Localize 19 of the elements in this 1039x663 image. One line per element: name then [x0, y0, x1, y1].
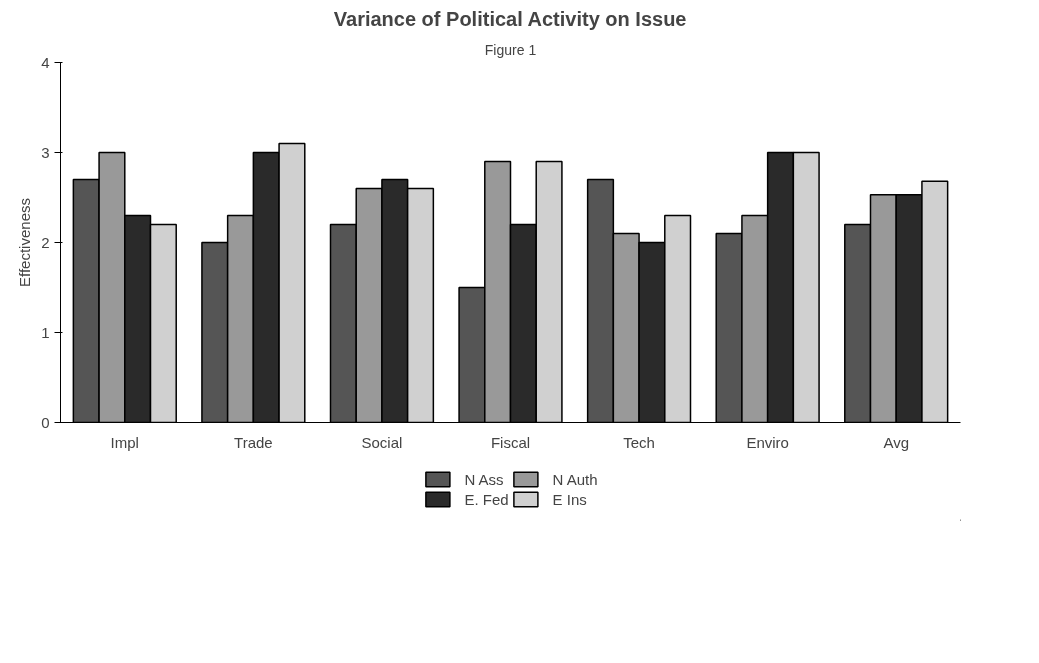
legend-label: N Auth [552, 470, 598, 488]
legend-label: N Ass [464, 470, 504, 488]
y-tick-label: 4 [41, 53, 50, 71]
chart-subtitle: Figure 1 [484, 41, 537, 58]
y-tick-label: 2 [41, 233, 50, 251]
y-tick-label: 0 [41, 413, 50, 431]
legend-label: E. Fed [464, 490, 509, 508]
legend-label: E Ins [552, 490, 587, 508]
x-tick-label: Tech [623, 433, 655, 451]
x-tick-label: Impl [110, 433, 139, 451]
y-tick-label: 1 [41, 323, 50, 341]
chart-title: Variance of Political Activity on Issue [333, 7, 687, 30]
x-tick-label: Avg [883, 433, 909, 451]
x-tick-label: Social [361, 433, 403, 451]
x-tick-label: Enviro [746, 433, 789, 451]
y-tick-label: 3 [41, 143, 50, 161]
y-axis-title: Effectiveness [16, 198, 34, 287]
x-tick-label: Fiscal [490, 433, 531, 451]
x-tick-label: Trade [234, 433, 273, 451]
